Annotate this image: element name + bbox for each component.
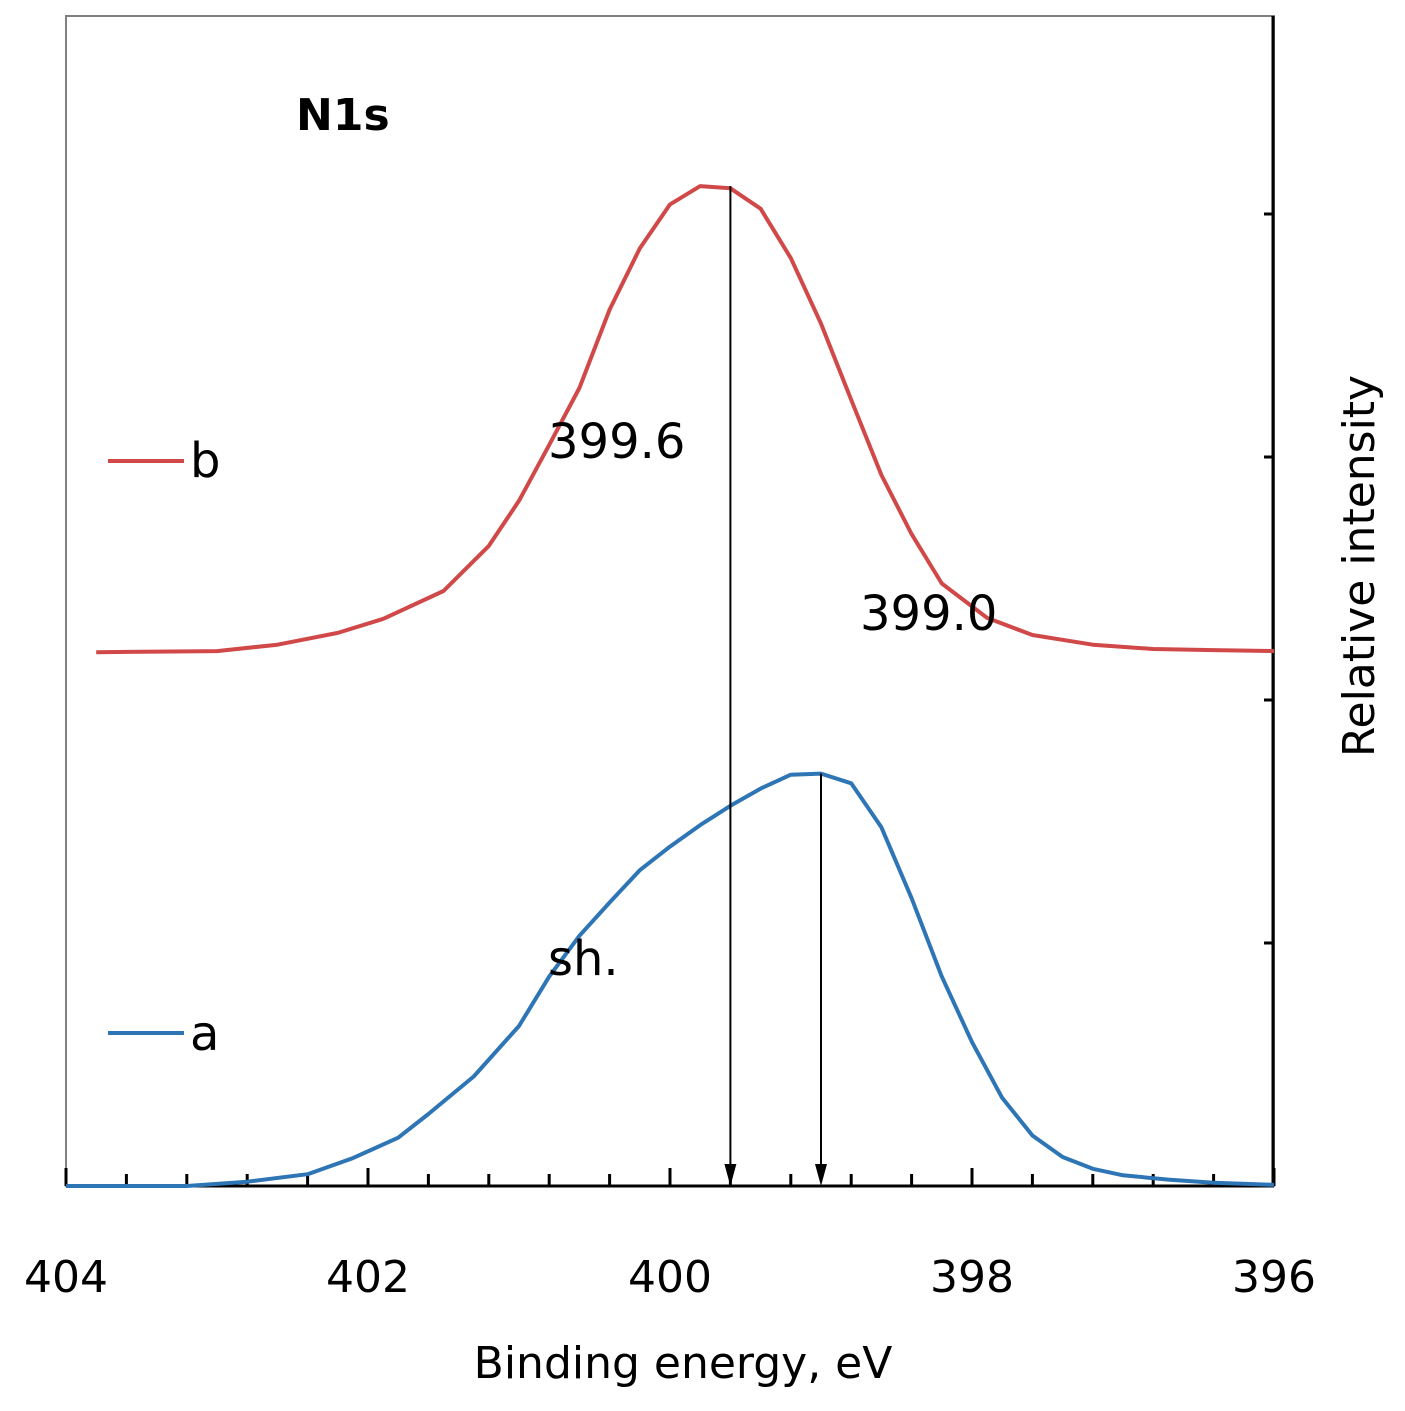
plot-frame bbox=[65, 15, 1275, 1187]
right-axis-ticks bbox=[1264, 212, 1273, 945]
annotation-peak-a: 399.0 bbox=[860, 586, 997, 642]
x-tick-label: 402 bbox=[326, 1252, 410, 1303]
x-tick-label: 396 bbox=[1232, 1252, 1316, 1303]
y-axis-label: Relative intensity bbox=[1334, 375, 1385, 757]
x-tick-label: 404 bbox=[24, 1252, 108, 1303]
legend-label-b: b bbox=[190, 433, 220, 489]
legend-label-a: a bbox=[190, 1006, 219, 1062]
x-axis-tick-labels: 404 402 400 398 396 bbox=[24, 1252, 1316, 1303]
series-layer bbox=[66, 184, 1275, 1188]
annotation-peak-b: 399.6 bbox=[548, 414, 685, 470]
x-axis-label: Binding energy, eV bbox=[474, 1338, 893, 1389]
series-line-b bbox=[96, 184, 1275, 655]
annotation-shoulder: sh. bbox=[548, 931, 619, 987]
chart-title: N1s bbox=[296, 90, 390, 141]
x-tick-label: 400 bbox=[628, 1252, 712, 1303]
peak-arrow-head bbox=[724, 1164, 737, 1186]
x-tick-label: 398 bbox=[930, 1252, 1014, 1303]
peak-arrow-head bbox=[815, 1164, 827, 1186]
peak-arrows bbox=[724, 186, 827, 1186]
series-line-a bbox=[66, 771, 1275, 1188]
legend: b a bbox=[108, 433, 220, 1062]
